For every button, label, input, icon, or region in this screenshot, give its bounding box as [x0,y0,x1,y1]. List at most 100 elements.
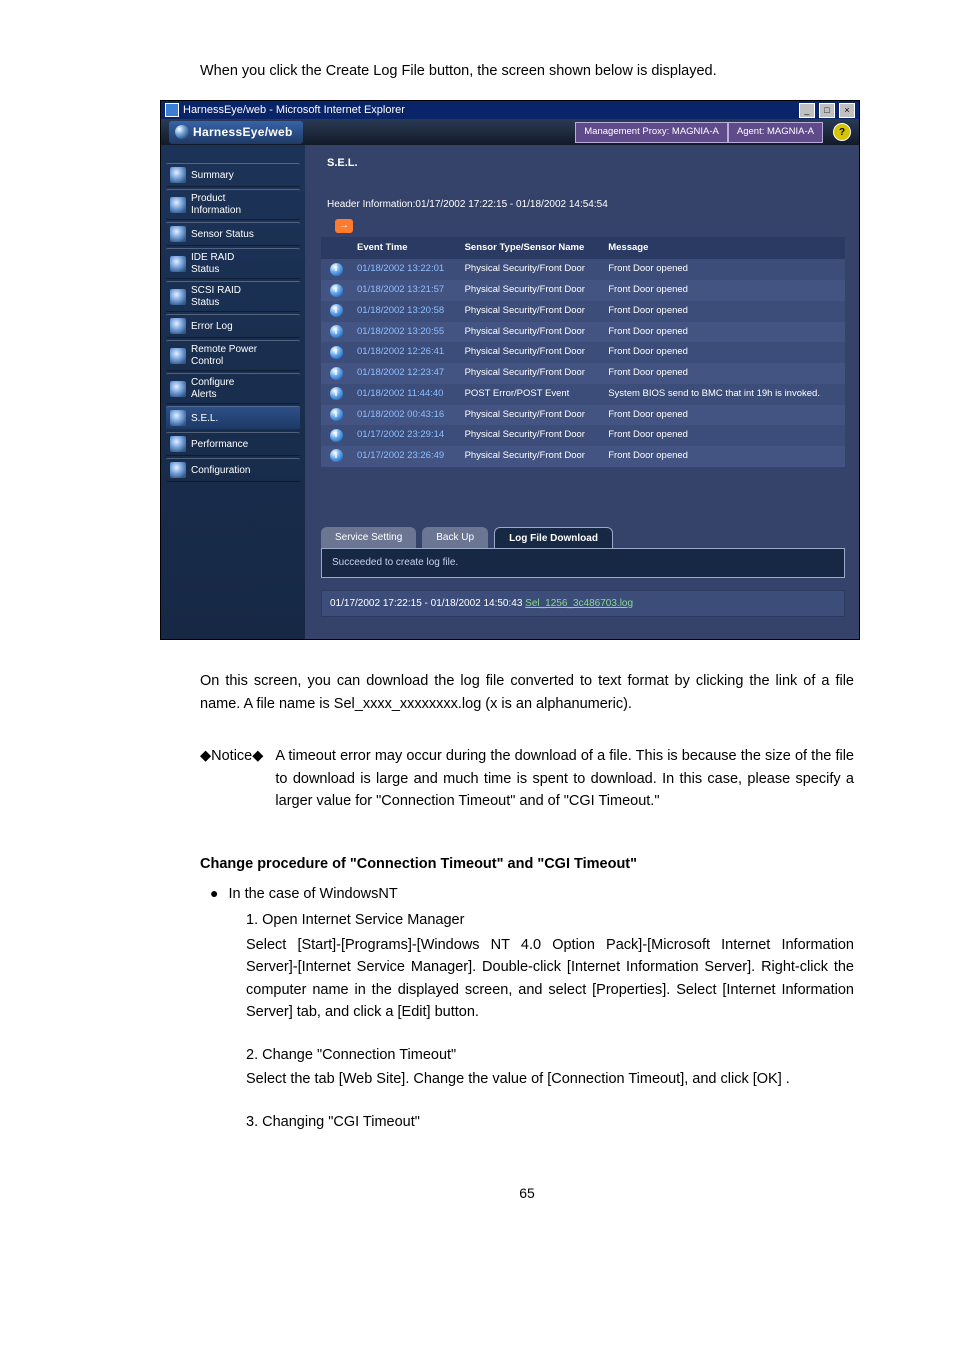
close-button[interactable]: × [839,103,855,118]
step-item: 2. Change "Connection Timeout"Select the… [246,1044,854,1091]
sidebar-item-label: S.E.L. [191,413,218,425]
result-prefix: 01/17/2002 17:22:15 - 01/18/2002 14:50:4… [330,598,525,609]
sidebar-item[interactable]: IDE RAIDStatus [166,248,300,279]
sidebar-item[interactable]: Performance [166,432,300,456]
sidebar-item[interactable]: Summary [166,163,300,187]
col-icon [321,237,351,260]
sidebar-item-label: IDE RAIDStatus [191,252,234,275]
nav-icon [170,381,186,397]
sidebar-item[interactable]: ProductInformation [166,189,300,220]
table-row: i 01/18/2002 13:20:55Physical Security/Fr… [321,322,845,343]
cell-message: Front Door opened [602,405,845,426]
info-icon: i [330,387,343,400]
sidebar-item[interactable]: Sensor Status [166,222,300,246]
cell-time: 01/18/2002 12:26:41 [351,342,459,363]
nav-icon [170,410,186,426]
maximize-button[interactable]: □ [819,103,835,118]
result-box: 01/17/2002 17:22:15 - 01/18/2002 14:50:4… [321,590,845,618]
bullet-icon: ● [210,883,218,905]
cell-message: System BIOS send to BMC that int 19h is … [602,384,845,405]
info-icon: i [330,408,343,421]
log-file-link[interactable]: Sel_1256_3c486703.log [525,598,633,609]
tab-log-file-download[interactable]: Log File Download [494,527,613,549]
sidebar-item-label: Remote PowerControl [191,344,257,367]
info-icon: i [330,263,343,276]
cell-message: Front Door opened [602,322,845,343]
step-body: Select the tab [Web Site]. Change the va… [246,1068,854,1090]
col-sensor: Sensor Type/Sensor Name [459,237,603,260]
bullet-label: In the case of WindowsNT [228,883,397,905]
help-icon[interactable]: ? [833,123,851,141]
table-row: i 01/18/2002 11:44:40POST Error/POST Even… [321,384,845,405]
sidebar-item[interactable]: ConfigureAlerts [166,373,300,404]
cell-sensor: Physical Security/Front Door [459,405,603,426]
minimize-button[interactable]: _ [799,103,815,118]
sidebar-item[interactable]: Configuration [166,458,300,482]
section-heading: Change procedure of "Connection Timeout"… [200,853,854,875]
notice-label: ◆Notice◆ [200,745,263,812]
para-download-explain: On this screen, you can download the log… [200,670,854,715]
cell-sensor: POST Error/POST Event [459,384,603,405]
nav-icon [170,462,186,478]
notice-body: A timeout error may occur during the dow… [275,745,854,812]
cell-message: Front Door opened [602,259,845,280]
window-title: HarnessEye/web - Microsoft Internet Expl… [183,102,405,119]
sidebar-item-label: ConfigureAlerts [191,377,234,400]
nav-icon [170,167,186,183]
sidebar-item-label: Performance [191,439,248,451]
nav-icon [170,436,186,452]
sidebar-item-label: Configuration [191,465,250,477]
ie-icon [165,103,179,117]
cell-time: 01/18/2002 13:21:57 [351,280,459,301]
tab-service-setting[interactable]: Service Setting [321,527,416,549]
app-logo: HarnessEye/web [169,121,303,144]
sidebar-item[interactable]: Error Log [166,314,300,338]
col-event-time: Event Time [351,237,459,260]
cell-time: 01/18/2002 00:43:16 [351,405,459,426]
cell-message: Front Door opened [602,446,845,467]
info-icon: i [330,346,343,359]
table-row: i01/18/2002 13:22:01Physical Security/Fr… [321,259,845,280]
cell-sensor: Physical Security/Front Door [459,322,603,343]
step-title: 1. Open Internet Service Manager [246,909,854,931]
nav-icon [170,256,186,272]
step-title: 3. Changing "CGI Timeout" [246,1111,854,1133]
table-row: i01/17/2002 23:26:49Physical Security/Fr… [321,446,845,467]
step-item: 3. Changing "CGI Timeout" [246,1111,854,1133]
step-body: Select [Start]-[Programs]-[Windows NT 4.… [246,934,854,1024]
go-button[interactable]: → [335,219,353,233]
info-icon: i [330,284,343,297]
nav-icon [170,226,186,242]
sidebar-item[interactable]: S.E.L. [166,406,300,430]
cell-time: 01/18/2002 13:20:58 [351,301,459,322]
nav-icon [170,289,186,305]
logo-icon [175,125,189,139]
main-panel: S.E.L. Header Information:01/17/2002 17:… [305,145,859,639]
info-icon: i [330,325,343,338]
sidebar-item-label: Summary [191,170,234,182]
proxy-chip: Management Proxy: MAGNIA-A [575,122,728,143]
info-icon: i [330,367,343,380]
cell-time: 01/18/2002 13:20:55 [351,322,459,343]
cell-time: 01/18/2002 11:44:40 [351,384,459,405]
nav-icon [170,197,186,213]
sidebar-item-label: ProductInformation [191,193,241,216]
table-row: i 01/18/2002 00:43:16Physical Security/Fr… [321,405,845,426]
tabs-row: Service Setting Back Up Log File Downloa… [321,527,845,549]
event-table: Event Time Sensor Type/Sensor Name Messa… [321,237,845,467]
top-bar: HarnessEye/web Management Proxy: MAGNIA-… [161,119,859,145]
table-row: i 01/18/2002 13:21:57Physical Security/Fr… [321,280,845,301]
sidebar-item[interactable]: Remote PowerControl [166,340,300,371]
cell-sensor: Physical Security/Front Door [459,342,603,363]
cell-message: Front Door opened [602,363,845,384]
step-title: 2. Change "Connection Timeout" [246,1044,854,1066]
logo-text: HarnessEye/web [193,123,293,142]
cell-time: 01/17/2002 23:26:49 [351,446,459,467]
nav-icon [170,318,186,334]
app-window: HarnessEye/web - Microsoft Internet Expl… [160,100,860,640]
cell-sensor: Physical Security/Front Door [459,259,603,280]
cell-sensor: Physical Security/Front Door [459,280,603,301]
sidebar-item[interactable]: SCSI RAIDStatus [166,281,300,312]
tab-back-up[interactable]: Back Up [422,527,488,549]
cell-time: 01/17/2002 23:29:14 [351,425,459,446]
